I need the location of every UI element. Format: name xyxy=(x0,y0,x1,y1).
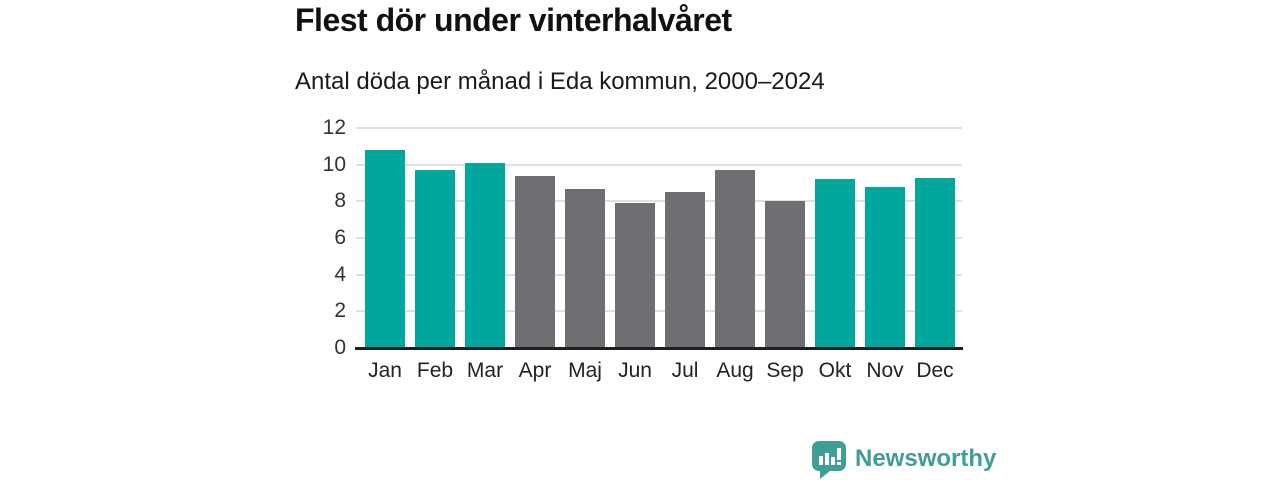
y-tick-label: 12 xyxy=(322,116,346,139)
y-tick-label: 2 xyxy=(334,299,346,323)
bar-nov xyxy=(865,186,905,348)
bar-jun xyxy=(615,203,655,348)
x-tick-label: Nov xyxy=(866,359,904,382)
gridline xyxy=(356,127,962,129)
bar-okt xyxy=(815,179,855,348)
bar-feb xyxy=(415,170,455,348)
gridline xyxy=(356,237,962,239)
y-tick-label: 6 xyxy=(334,226,346,249)
y-tick-label: 0 xyxy=(334,336,346,359)
bar-jul xyxy=(665,192,705,348)
x-tick-label: Dec xyxy=(916,359,954,382)
bar-sep xyxy=(765,201,805,348)
chart-subtitle: Antal döda per månad i Eda kommun, 2000–… xyxy=(295,68,825,95)
gridline xyxy=(356,200,962,203)
x-axis-line xyxy=(355,347,963,350)
x-tick-label: Mar xyxy=(466,359,504,382)
bar-aug xyxy=(715,170,755,348)
newsworthy-brand-link[interactable]: Newsworthy xyxy=(810,439,996,479)
bar-chart-plot: 0 2 4 6 8 10 12 Jan Feb Mar Apr Maj Jun Jul Aug Sep Okt N… xyxy=(323,116,963,382)
bar-dec xyxy=(915,177,955,348)
bar-jan xyxy=(365,150,405,348)
x-tick-label: Sep xyxy=(766,359,804,382)
y-tick-label: 8 xyxy=(334,189,346,213)
x-tick-label: Jul xyxy=(671,359,699,382)
gridline xyxy=(356,273,962,276)
bar-apr xyxy=(515,175,555,348)
x-tick-label: Jan xyxy=(368,359,402,382)
bar-mar xyxy=(465,162,505,348)
x-tick-label: Jun xyxy=(618,359,652,382)
x-tick-label: Apr xyxy=(518,359,552,382)
x-tick-label: Feb xyxy=(416,359,454,382)
newsworthy-logo-icon xyxy=(812,441,846,479)
bar-maj xyxy=(565,188,605,348)
gridline xyxy=(356,163,962,166)
brand-name: Newsworthy xyxy=(855,445,997,472)
x-tick-label: Maj xyxy=(568,359,602,382)
y-tick-label: 4 xyxy=(334,262,346,286)
x-tick-label: Okt xyxy=(818,359,852,382)
chart-title: Flest dör under vinterhalvåret xyxy=(295,2,732,38)
x-tick-label: Aug xyxy=(716,359,754,382)
y-tick-label: 10 xyxy=(322,152,346,176)
gridline xyxy=(356,310,962,313)
